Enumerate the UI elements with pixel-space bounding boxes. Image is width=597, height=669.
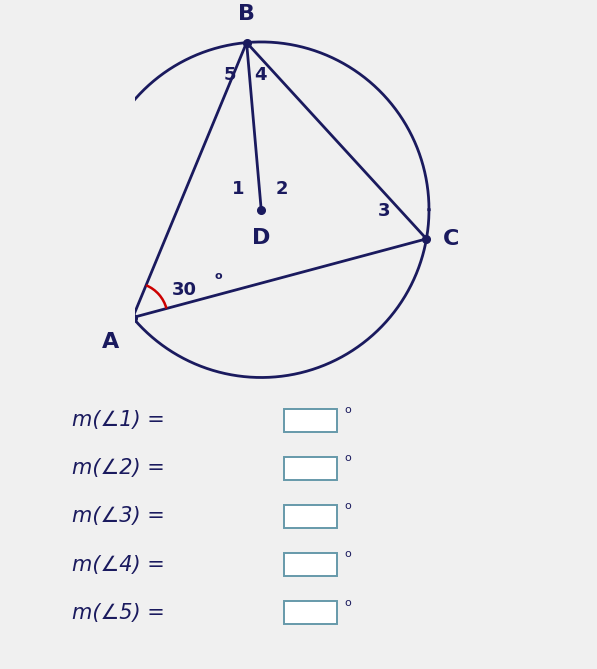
- Bar: [284, 409, 337, 432]
- Text: 3: 3: [378, 202, 391, 220]
- Text: m(∠3) =: m(∠3) =: [72, 506, 171, 527]
- Text: 5: 5: [224, 66, 236, 84]
- Text: 1: 1: [232, 180, 244, 198]
- Text: A: A: [101, 332, 119, 351]
- Text: 4: 4: [254, 66, 267, 84]
- Text: 30: 30: [173, 280, 197, 298]
- Text: m(∠5) =: m(∠5) =: [72, 603, 171, 623]
- Text: o: o: [344, 597, 351, 607]
- Bar: [284, 601, 337, 624]
- Text: 2: 2: [276, 180, 288, 198]
- Bar: [284, 553, 337, 576]
- Text: o: o: [344, 549, 351, 559]
- Text: o: o: [214, 271, 222, 280]
- Text: C: C: [443, 229, 459, 249]
- Text: B: B: [238, 4, 255, 24]
- Text: o: o: [344, 501, 351, 511]
- Bar: [284, 457, 337, 480]
- Text: m(∠4) =: m(∠4) =: [72, 555, 171, 575]
- Text: o: o: [344, 405, 351, 415]
- Text: o: o: [344, 453, 351, 463]
- Bar: [284, 505, 337, 528]
- Text: D: D: [252, 228, 270, 248]
- Text: m(∠2) =: m(∠2) =: [72, 458, 171, 478]
- Text: m(∠1) =: m(∠1) =: [72, 410, 171, 430]
